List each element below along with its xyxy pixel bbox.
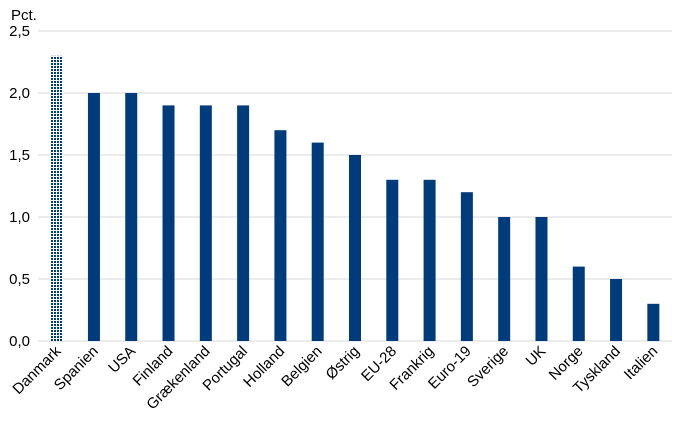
bar-4	[199, 105, 212, 342]
x-tick-label: Danmark	[9, 342, 64, 397]
y-tick-label: 2,0	[9, 85, 30, 102]
y-tick-label: 0,0	[9, 333, 30, 350]
bar-6	[274, 130, 287, 341]
bar-15	[610, 279, 623, 341]
bar-1	[87, 93, 100, 341]
x-tick-label: USA	[105, 343, 139, 377]
y-axis-unit-label: Pct.	[11, 7, 37, 24]
bar-12	[498, 217, 511, 341]
x-tick-label: Holland	[240, 343, 288, 391]
bar-13	[535, 217, 548, 341]
bar-7	[311, 142, 324, 341]
y-tick-label: 1,5	[9, 147, 30, 164]
x-tick-label: Belgien	[278, 343, 325, 390]
bar-0	[50, 55, 63, 342]
bar-14	[572, 266, 585, 341]
y-tick-label: 1,0	[9, 209, 30, 226]
y-tick-label: 0,5	[9, 271, 30, 288]
bar-3	[162, 105, 175, 342]
x-tick-label: UK	[523, 343, 550, 370]
bar-5	[237, 105, 250, 342]
bars	[50, 55, 660, 342]
bar-9	[386, 179, 399, 341]
bar-10	[423, 179, 436, 341]
x-tick-label: Sverige	[464, 343, 512, 391]
bar-16	[647, 303, 660, 341]
x-tick-label: Østrig	[323, 343, 363, 383]
y-axis-ticks: 0,0 0,5 1,0 1,5 2,0 2,5	[9, 23, 30, 350]
y-tick-label: 2,5	[9, 23, 30, 40]
x-tick-label: Italien	[621, 343, 661, 383]
bar-2	[125, 93, 138, 341]
bar-11	[460, 192, 473, 341]
bar-8	[349, 155, 361, 341]
